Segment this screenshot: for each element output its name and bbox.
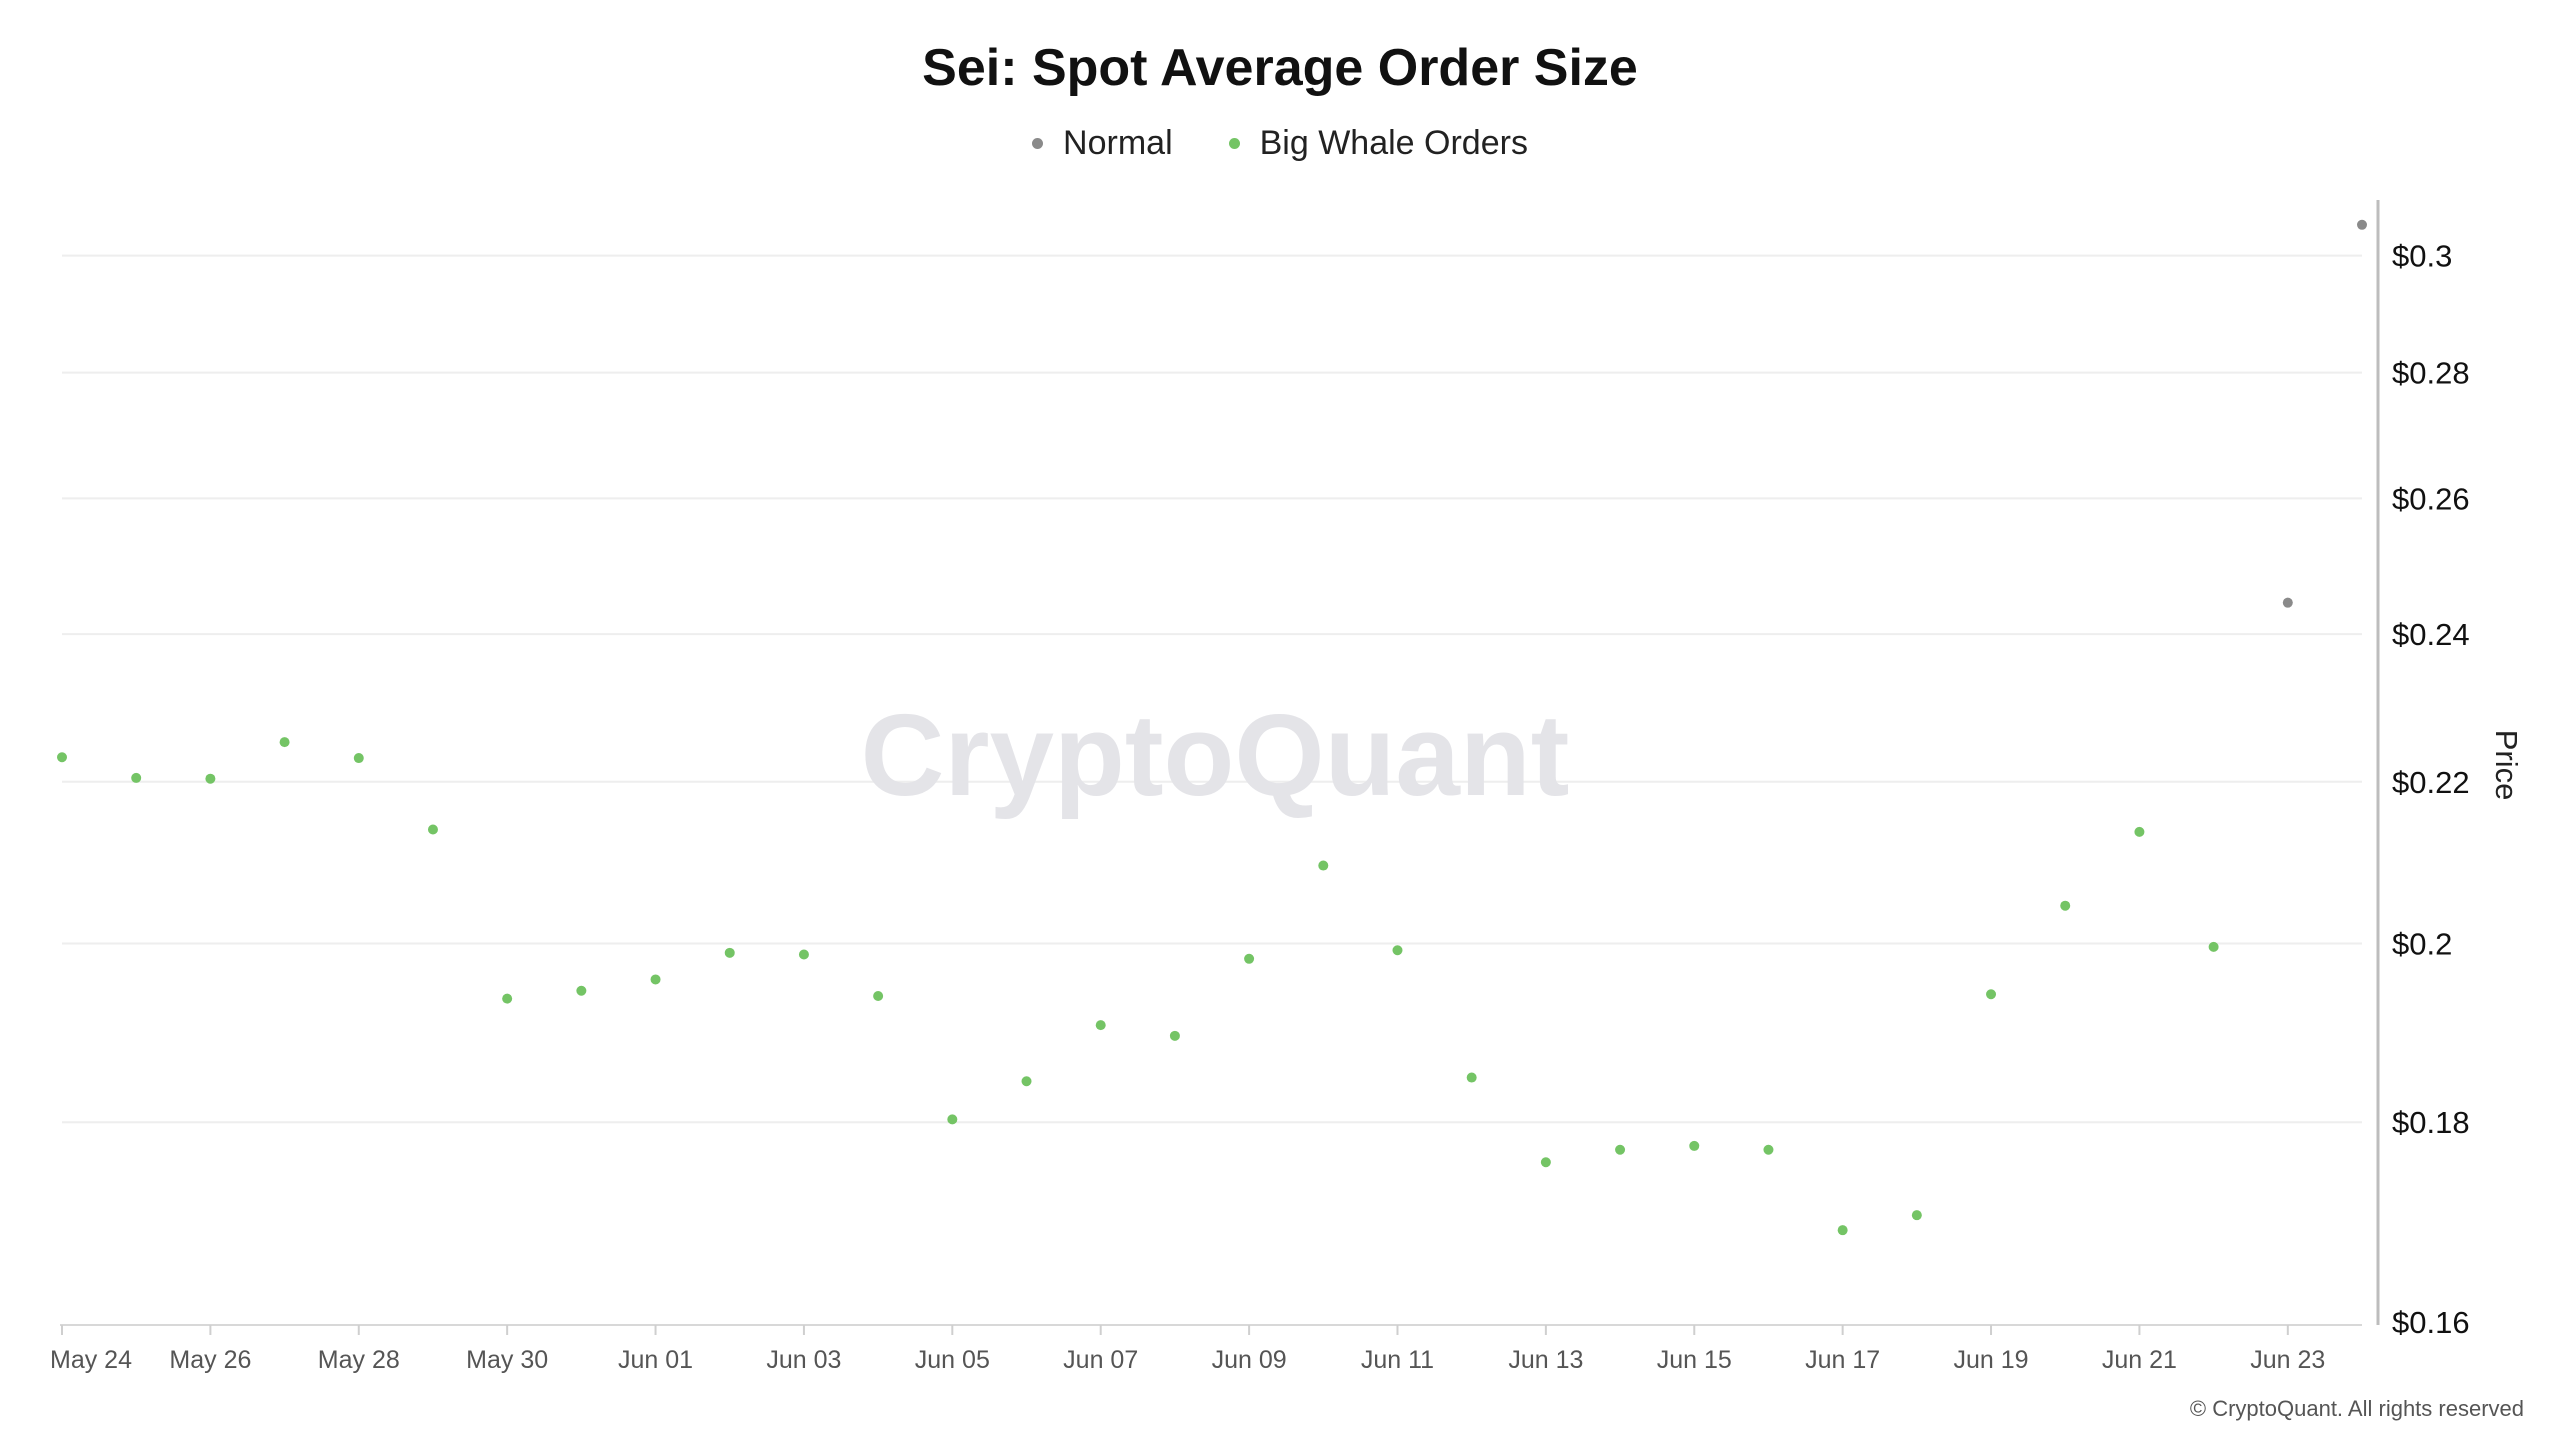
data-point-big-whale-orders[interactable] bbox=[1318, 860, 1329, 871]
x-tick-label: Jun 23 bbox=[2250, 1346, 2325, 1374]
watermark: CryptoQuant bbox=[861, 690, 1570, 820]
legend-dot-big-whale-orders bbox=[1228, 138, 1240, 149]
x-tick-label: May 26 bbox=[169, 1346, 251, 1374]
x-tick-label: Jun 09 bbox=[1212, 1346, 1287, 1374]
data-point-big-whale-orders[interactable] bbox=[1689, 1140, 1700, 1151]
y-tick-label: $0.16 bbox=[2392, 1305, 2470, 1340]
y-tick-label: $0.28 bbox=[2392, 356, 2470, 391]
legend-label-big-whale-orders: Big Whale Orders bbox=[1259, 124, 1528, 162]
data-point-big-whale-orders[interactable] bbox=[1986, 989, 1997, 1000]
y-tick-label: $0.18 bbox=[2392, 1105, 2470, 1140]
data-point-big-whale-orders[interactable] bbox=[873, 991, 884, 1002]
data-point-big-whale-orders[interactable] bbox=[57, 752, 67, 763]
data-point-big-whale-orders[interactable] bbox=[1837, 1225, 1848, 1236]
data-points bbox=[57, 219, 2367, 1236]
x-tick-label: Jun 21 bbox=[2102, 1346, 2177, 1374]
x-tick-label: Jun 19 bbox=[1954, 1346, 2029, 1374]
data-point-big-whale-orders[interactable] bbox=[1911, 1210, 1922, 1221]
x-axis-ticks: May 24 May 26 May 28 May 30 Jun 01 Jun 03 Jun … bbox=[50, 1325, 2325, 1374]
y-tick-label: $0.3 bbox=[2392, 239, 2452, 274]
data-point-big-whale-orders[interactable] bbox=[131, 772, 142, 783]
legend-item-big-whale-orders[interactable]: Big Whale Orders bbox=[1228, 124, 1528, 163]
data-point-big-whale-orders[interactable] bbox=[1392, 945, 1403, 956]
data-point-big-whale-orders[interactable] bbox=[427, 824, 438, 835]
legend-dot-normal bbox=[1032, 138, 1044, 149]
y-tick-label: $0.22 bbox=[2392, 765, 2470, 800]
y-tick-label: $0.24 bbox=[2392, 617, 2470, 652]
data-point-normal[interactable] bbox=[2282, 597, 2293, 608]
data-point-big-whale-orders[interactable] bbox=[279, 737, 290, 748]
x-tick-label: Jun 05 bbox=[915, 1346, 990, 1374]
legend-label-normal: Normal bbox=[1063, 124, 1173, 162]
x-tick-label: Jun 11 bbox=[1361, 1346, 1434, 1374]
data-point-big-whale-orders[interactable] bbox=[205, 773, 216, 784]
x-tick-label: Jun 07 bbox=[1063, 1346, 1138, 1374]
y-tick-label: $0.26 bbox=[2392, 481, 2470, 516]
data-point-big-whale-orders[interactable] bbox=[1169, 1030, 1180, 1041]
data-point-big-whale-orders[interactable] bbox=[2134, 826, 2145, 837]
x-tick-label: Jun 15 bbox=[1657, 1346, 1732, 1374]
data-point-big-whale-orders[interactable] bbox=[1540, 1157, 1551, 1168]
data-point-big-whale-orders[interactable] bbox=[1095, 1020, 1106, 1031]
chart-legend: Normal Big Whale Orders bbox=[0, 124, 2560, 163]
data-point-big-whale-orders[interactable] bbox=[1244, 953, 1255, 964]
x-tick-label: May 28 bbox=[318, 1346, 400, 1374]
data-point-big-whale-orders[interactable] bbox=[724, 947, 735, 958]
data-point-big-whale-orders[interactable] bbox=[650, 974, 661, 985]
y-tick-label: $0.2 bbox=[2392, 926, 2452, 961]
data-point-big-whale-orders[interactable] bbox=[1021, 1076, 1032, 1087]
x-tick-label: Jun 03 bbox=[766, 1346, 841, 1374]
x-tick-label: Jun 17 bbox=[1805, 1346, 1880, 1374]
data-point-big-whale-orders[interactable] bbox=[2060, 900, 2071, 911]
chart-title: Sei: Spot Average Order Size bbox=[922, 39, 1638, 97]
data-point-big-whale-orders[interactable] bbox=[2208, 941, 2219, 952]
data-point-big-whale-orders[interactable] bbox=[502, 993, 513, 1004]
data-point-normal[interactable] bbox=[2357, 219, 2367, 230]
copyright-notice: © CryptoQuant. All rights reserved bbox=[2189, 1396, 2524, 1421]
legend-item-normal[interactable]: Normal bbox=[1032, 124, 1173, 163]
x-tick-label: Jun 13 bbox=[1508, 1346, 1583, 1374]
data-point-big-whale-orders[interactable] bbox=[353, 753, 364, 764]
data-point-big-whale-orders[interactable] bbox=[1466, 1072, 1477, 1083]
x-tick-label: May 24 bbox=[50, 1346, 132, 1374]
data-point-big-whale-orders[interactable] bbox=[947, 1114, 958, 1125]
grid-lines bbox=[62, 254, 2362, 1124]
data-point-big-whale-orders[interactable] bbox=[1615, 1144, 1626, 1155]
y-axis-ticks: $0.16 $0.18 $0.2 $0.22 $0.24 $0.26 $0.28 $0.3 bbox=[2392, 239, 2470, 1340]
data-point-big-whale-orders[interactable] bbox=[576, 985, 587, 996]
x-tick-label: Jun 01 bbox=[618, 1346, 693, 1374]
data-point-big-whale-orders[interactable] bbox=[798, 949, 809, 960]
x-tick-label: May 30 bbox=[466, 1346, 548, 1374]
data-point-big-whale-orders[interactable] bbox=[1763, 1144, 1774, 1155]
y-axis-label: Price bbox=[2489, 730, 2524, 801]
